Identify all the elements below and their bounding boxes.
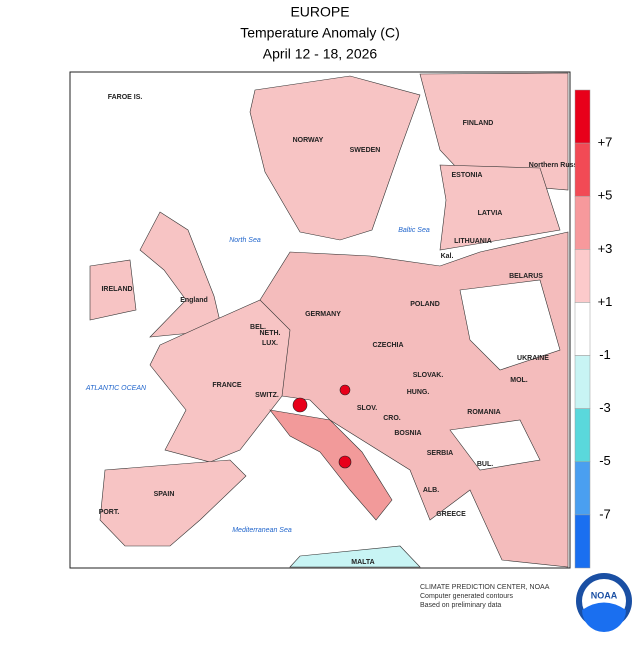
country-label: SWEDEN bbox=[350, 147, 381, 154]
country-label: LITHUANIA bbox=[454, 238, 492, 245]
country-label: GERMANY bbox=[305, 311, 341, 318]
country-label: NORWAY bbox=[293, 137, 324, 144]
logo-text: NOAA bbox=[591, 590, 618, 600]
sea-label: North Sea bbox=[229, 237, 261, 244]
country-label: ALB. bbox=[423, 487, 439, 494]
country-label: Northern Russia bbox=[529, 162, 584, 169]
country-label: LATVIA bbox=[478, 210, 503, 217]
legend-swatch bbox=[574, 355, 591, 409]
legend-label: +1 bbox=[598, 294, 613, 309]
legend-label: -1 bbox=[599, 347, 611, 362]
country-label: IRELAND bbox=[101, 286, 132, 293]
country-label: NETH. bbox=[260, 330, 281, 337]
logo-wave bbox=[582, 602, 626, 632]
country-label: CZECHIA bbox=[372, 342, 403, 349]
legend-label: -3 bbox=[599, 400, 611, 415]
legend-label: +5 bbox=[598, 188, 613, 203]
legend-swatch bbox=[574, 302, 591, 356]
country-label: FAROE IS. bbox=[108, 94, 143, 101]
legend: +7 +5 +3 +1 -1 -3 -5 -7 bbox=[574, 89, 613, 569]
country-label: CRO. bbox=[383, 415, 401, 422]
country-label: BUL. bbox=[477, 461, 493, 468]
country-label: BOSNIA bbox=[394, 430, 421, 437]
country-label: SLOVAK. bbox=[413, 372, 444, 379]
legend-swatch bbox=[574, 142, 591, 197]
legend-swatch bbox=[574, 461, 591, 516]
credit: CLIMATE PREDICTION CENTER, NOAA bbox=[420, 584, 550, 591]
legend-swatch bbox=[574, 249, 591, 303]
country-label: GREECE bbox=[436, 511, 466, 518]
country-label: England bbox=[180, 297, 208, 304]
legend-label: +3 bbox=[598, 241, 613, 256]
legend-swatch bbox=[574, 195, 591, 250]
title: EUROPE bbox=[290, 4, 349, 20]
country-label: MALTA bbox=[351, 559, 374, 566]
labels: FAROE IS. NORWAY SWEDEN FINLAND ESTONIA LATVI… bbox=[85, 94, 583, 566]
country-label: FINLAND bbox=[463, 120, 494, 127]
country-label: FRANCE bbox=[212, 382, 241, 389]
credit: Computer generated contours bbox=[420, 593, 513, 600]
country-label: LUX. bbox=[262, 340, 278, 347]
sea-label: Baltic Sea bbox=[398, 227, 430, 234]
country-label: ROMANIA bbox=[467, 409, 500, 416]
country-label: ESTONIA bbox=[452, 172, 483, 179]
legend-label: -7 bbox=[599, 506, 611, 521]
country-label: BELARUS bbox=[509, 273, 543, 280]
sea-label: ATLANTIC OCEAN bbox=[85, 385, 147, 392]
country-label: PORT. bbox=[99, 509, 120, 516]
legend-swatch bbox=[574, 408, 591, 463]
country-label: HUNG. bbox=[407, 389, 430, 396]
country-label: Kal. bbox=[441, 253, 454, 260]
legend-label: -5 bbox=[599, 453, 611, 468]
legend-label: +7 bbox=[598, 135, 613, 150]
credit: Based on preliminary data bbox=[420, 602, 501, 609]
country-label: SERBIA bbox=[427, 450, 453, 457]
sea-label: Mediterranean Sea bbox=[232, 527, 292, 534]
country-label: BEL. bbox=[250, 324, 266, 331]
legend-swatch bbox=[574, 514, 591, 569]
country-label: POLAND bbox=[410, 301, 440, 308]
credits: CLIMATE PREDICTION CENTER, NOAA Computer… bbox=[420, 573, 632, 632]
map bbox=[69, 71, 571, 569]
legend-swatch bbox=[574, 89, 591, 144]
dates: April 12 - 18, 2026 bbox=[263, 46, 378, 62]
country-label: MOL. bbox=[510, 377, 528, 384]
subtitle: Temperature Anomaly (C) bbox=[240, 25, 400, 41]
country-label: SLOV. bbox=[357, 405, 377, 412]
country-label: SPAIN bbox=[154, 491, 175, 498]
country-label: SWITZ. bbox=[255, 392, 279, 399]
country-label: UKRAINE bbox=[517, 355, 549, 362]
